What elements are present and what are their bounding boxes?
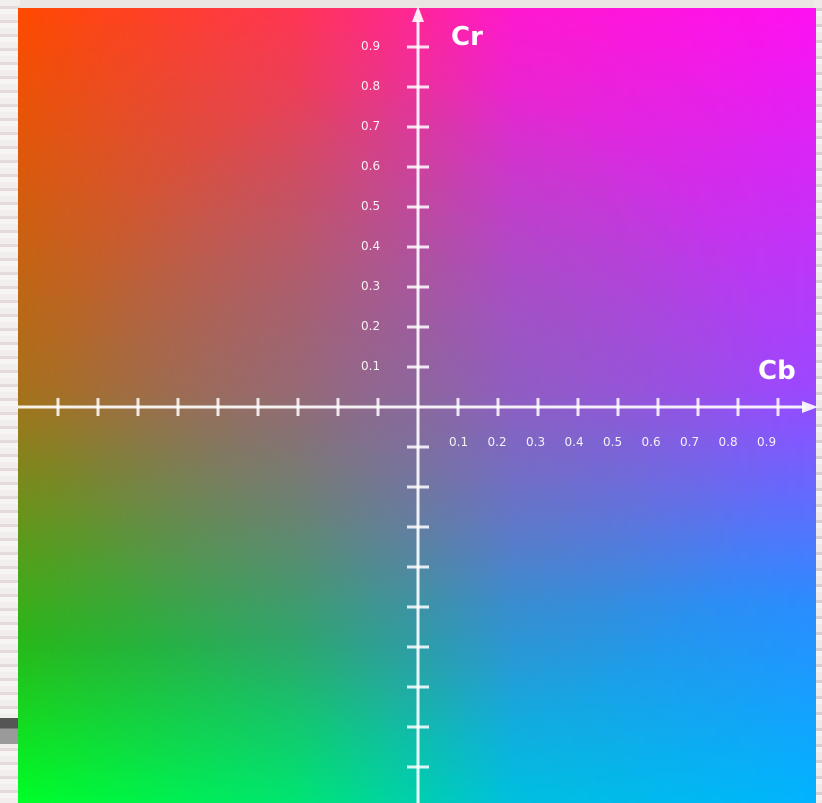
vertical-ticks: [407, 45, 429, 769]
cr-axis-title: Cr: [451, 22, 483, 52]
cr-tick-label: 0.8: [361, 79, 381, 93]
horizontal-ticks: [56, 398, 780, 416]
cr-tick-label: 0.1: [361, 359, 381, 373]
cb-tick-label: 0.7: [680, 435, 700, 449]
cb-tick-label: 0.1: [449, 435, 469, 449]
cb-tick-label: 0.3: [526, 435, 546, 449]
cr-tick-label: 0.6: [361, 159, 381, 173]
cr-tick-label: 0.2: [361, 319, 381, 333]
cb-tick-label: 0.4: [564, 435, 584, 449]
cb-tick-label: 0.2: [487, 435, 507, 449]
cb-tick-label: 0.9: [757, 435, 777, 449]
cr-tick-label: 0.9: [361, 39, 381, 53]
cr-tick-label: 0.5: [361, 199, 381, 213]
cb-tick-label: 0.8: [718, 435, 738, 449]
cr-tick-label: 0.4: [361, 239, 381, 253]
page-edge-left: [0, 0, 20, 803]
page-edge-bar: [0, 718, 22, 744]
cr-tick-label: 0.3: [361, 279, 381, 293]
cb-axis-title: Cb: [758, 356, 796, 386]
horizontal-axis-arrow-icon: [802, 401, 818, 413]
cb-tick-label: 0.5: [603, 435, 623, 449]
cr-tick-label: 0.7: [361, 119, 381, 133]
cb-tick-label: 0.6: [641, 435, 661, 449]
vertical-axis-arrow-icon: [412, 6, 424, 22]
page-edge-right: [814, 0, 822, 803]
